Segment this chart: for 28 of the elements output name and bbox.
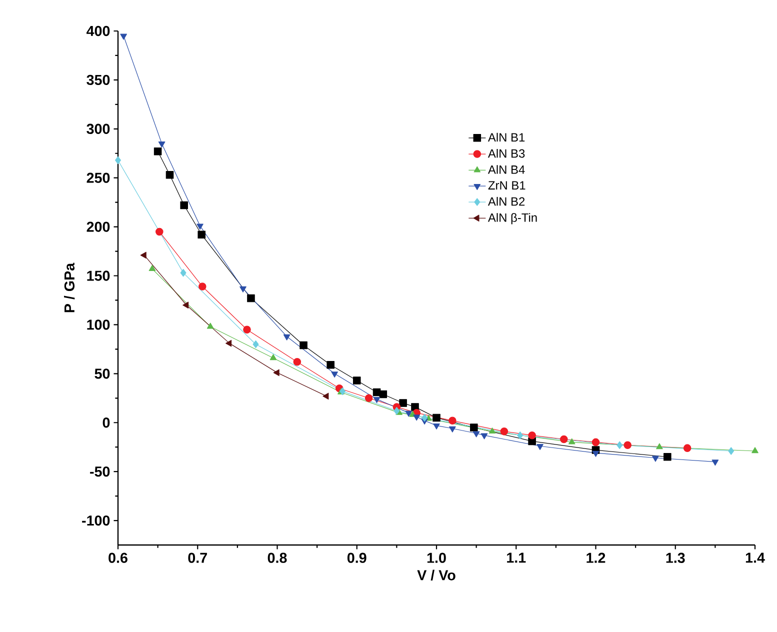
y-tick-label: 50 (94, 368, 110, 379)
x-tick-label: 0.8 (268, 552, 287, 563)
legend-label: AlN β-Tin (488, 213, 537, 224)
x-tick-label: 0.6 (108, 552, 128, 563)
legend-label: AlN B1 (488, 132, 525, 142)
y-tick-label: 0 (102, 418, 110, 428)
x-tick-label: 1.3 (666, 552, 685, 563)
y-tick-label: 400 (86, 26, 110, 36)
legend-label: AlN B3 (488, 148, 525, 158)
legend-label: AlN B2 (488, 196, 525, 206)
x-tick-label: 0.9 (347, 552, 366, 563)
y-tick-label: -100 (82, 515, 110, 526)
x-tick-label: 0.7 (188, 552, 207, 563)
legend-label: ZrN B1 (488, 181, 526, 190)
x-tick-label: 1.4 (746, 552, 765, 563)
y-tick-label: 250 (86, 172, 110, 183)
y-tick-label: 200 (86, 222, 110, 232)
y-tick-label: 300 (86, 124, 110, 134)
x-tick-label: 1.0 (427, 552, 446, 563)
y-axis-title: P / GPa (64, 262, 75, 312)
legend-label: AlN B4 (488, 165, 525, 174)
y-tick-label: -50 (90, 466, 110, 477)
x-tick-label: 1.2 (586, 552, 606, 563)
x-axis-title: V / Vo (417, 570, 456, 580)
y-tick-label: 150 (87, 270, 110, 281)
y-tick-label: 350 (86, 74, 110, 86)
y-tick-label: 100 (87, 320, 110, 330)
x-tick-label: 1.1 (507, 552, 526, 563)
